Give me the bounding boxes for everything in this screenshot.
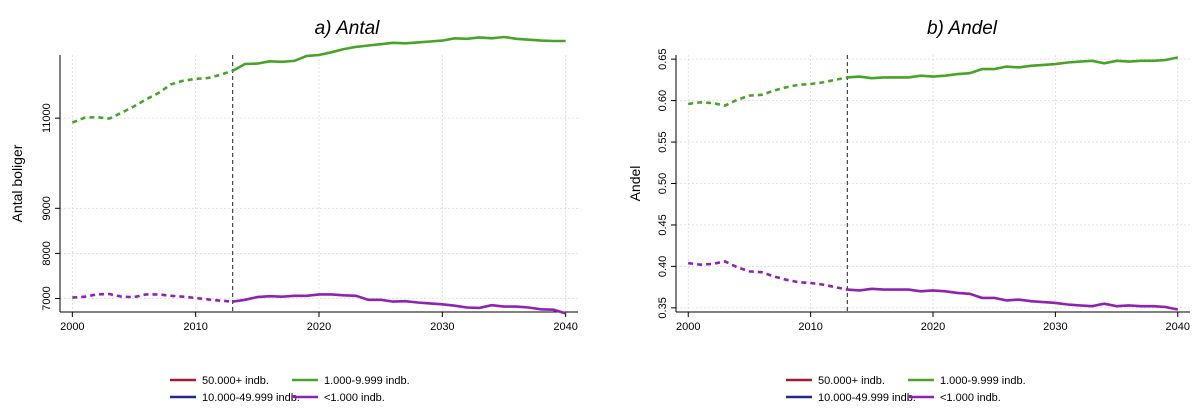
- legend: 50.000+ indb. 10.000-49.999 indb. 1.000-9.…: [170, 375, 410, 404]
- x-tick-label: 2000: [60, 321, 84, 333]
- series-line-projection-2: [847, 56, 1179, 80]
- y-tick-label: 0.50: [657, 173, 669, 194]
- x-tick-label: 2040: [553, 321, 577, 333]
- x-tick-label: 2010: [183, 321, 207, 333]
- series-line-projection-2: [232, 35, 566, 72]
- chart-title: b) Andel: [927, 18, 998, 39]
- x-tick-label: 2030: [430, 321, 454, 333]
- y-axis-label: Antal boliger: [9, 144, 25, 222]
- y-tick-label: 0.40: [657, 256, 669, 277]
- series-line-historical-3: [72, 292, 233, 303]
- series-line-historical-2: [71, 69, 234, 124]
- y-tick-label: 0.60: [657, 90, 669, 111]
- y-tick-label: 11000: [41, 103, 53, 133]
- chart-panel-a: a) Antal 2000 2010 2020 2030 2040 7000 8000 9000…: [9, 18, 578, 404]
- chart-panel-b: b) Andel 2000 2010 2020 2030 2040 0.35 0.40 0.45…: [627, 18, 1190, 404]
- chart-title: a) Antal: [315, 18, 381, 39]
- legend-label: 1.000-9.999 indb.: [324, 375, 410, 387]
- x-tick-label: 2020: [921, 321, 945, 333]
- y-axis-label: Andel: [627, 166, 643, 202]
- y-tick-label: 0.65: [657, 48, 669, 69]
- legend-label: 50.000+ indb.: [818, 375, 885, 387]
- y-tick-label: 7000: [41, 286, 53, 310]
- y-tick-label: 9000: [41, 196, 53, 220]
- series-line-historical-3: [688, 260, 848, 291]
- y-tick-label: 0.45: [657, 214, 669, 235]
- y-tick-label: 0.55: [657, 131, 669, 152]
- legend-label: 50.000+ indb.: [202, 375, 269, 387]
- series-line-historical-2: [688, 76, 848, 107]
- series-line-projection-3: [847, 287, 1179, 311]
- series-line-projection-3: [232, 293, 567, 315]
- x-tick-label: 2030: [1043, 321, 1067, 333]
- x-tick-label: 2010: [798, 321, 822, 333]
- legend: 50.000+ indb. 10.000-49.999 indb. 1.000-9.…: [786, 375, 1026, 404]
- legend-label: 10.000-49.999 indb.: [202, 392, 300, 404]
- x-tick-label: 2040: [1166, 321, 1190, 333]
- legend-label: <1.000 indb.: [324, 392, 385, 404]
- legend-label: <1.000 indb.: [940, 392, 1001, 404]
- legend-label: 1.000-9.999 indb.: [940, 375, 1026, 387]
- y-tick-label: 8000: [41, 241, 53, 265]
- y-tick-label: 0.35: [657, 297, 669, 318]
- legend-label: 10.000-49.999 indb.: [818, 392, 916, 404]
- x-tick-label: 2020: [307, 321, 331, 333]
- x-tick-label: 2000: [676, 321, 700, 333]
